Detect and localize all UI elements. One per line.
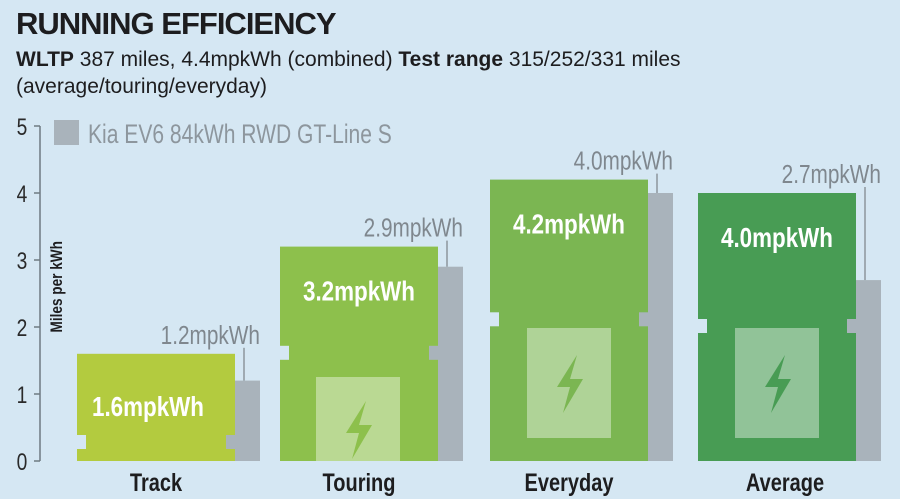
category-label: Average (746, 469, 824, 497)
comparison-value-label: 1.2mpkWh (161, 321, 260, 350)
battery-notch (698, 319, 707, 333)
y-tick-label: 3 (17, 247, 28, 275)
main-bar (698, 193, 856, 461)
comparison-value-label: 2.9mpkWh (364, 213, 463, 242)
battery-notch (639, 312, 648, 327)
main-bar (77, 353, 235, 461)
battery-notch (429, 345, 438, 360)
comparison-value-label: 2.7mpkWh (782, 160, 881, 189)
battery-notch (280, 345, 289, 360)
comparison-bar (856, 280, 881, 461)
comparison-bar (235, 380, 260, 461)
comparison-bar (438, 266, 463, 461)
legend-label: Kia EV6 84kWh RWD GT-Line S (88, 120, 392, 150)
lightning-bolt-icon (346, 401, 372, 459)
y-tick-label: 5 (17, 113, 28, 141)
main-value-label: 1.6mpkWh (92, 392, 204, 423)
category-label: Touring (323, 469, 396, 497)
category-label: Track (130, 469, 183, 497)
legend-swatch (54, 120, 79, 145)
test-range-text: 315/252/331 miles (average/touring/every… (16, 48, 681, 98)
battery-notch (490, 312, 499, 327)
comparison-value-label: 4.0mpkWh (574, 146, 673, 175)
main-value-label: 4.0mpkWh (721, 223, 833, 254)
y-tick-label: 1 (17, 381, 28, 409)
y-tick-label: 0 (17, 448, 28, 476)
test-range-label: Test range (398, 48, 504, 71)
y-axis-label: Miles per kWh (48, 241, 67, 332)
chart-subtitle: WLTP 387 miles, 4.4mpkWh (combined) Test… (16, 46, 886, 100)
wltp-label: WLTP (16, 48, 74, 71)
lightning-bolt-icon (557, 355, 583, 413)
lightning-bolt-icon (765, 355, 791, 413)
battery-notch (847, 319, 856, 333)
main-value-label: 4.2mpkWh (513, 209, 625, 240)
comparison-bar (648, 193, 673, 461)
chart-title: RUNNING EFFICIENCY (16, 6, 337, 41)
battery-notch (77, 435, 86, 449)
category-label: Everyday (525, 469, 614, 497)
y-tick-label: 2 (17, 314, 28, 342)
y-tick-label: 4 (17, 180, 28, 208)
main-value-label: 3.2mpkWh (303, 276, 415, 307)
main-bar (490, 179, 648, 461)
wltp-text: 387 miles, 4.4mpkWh (combined) (73, 48, 399, 71)
battery-notch (226, 435, 235, 449)
